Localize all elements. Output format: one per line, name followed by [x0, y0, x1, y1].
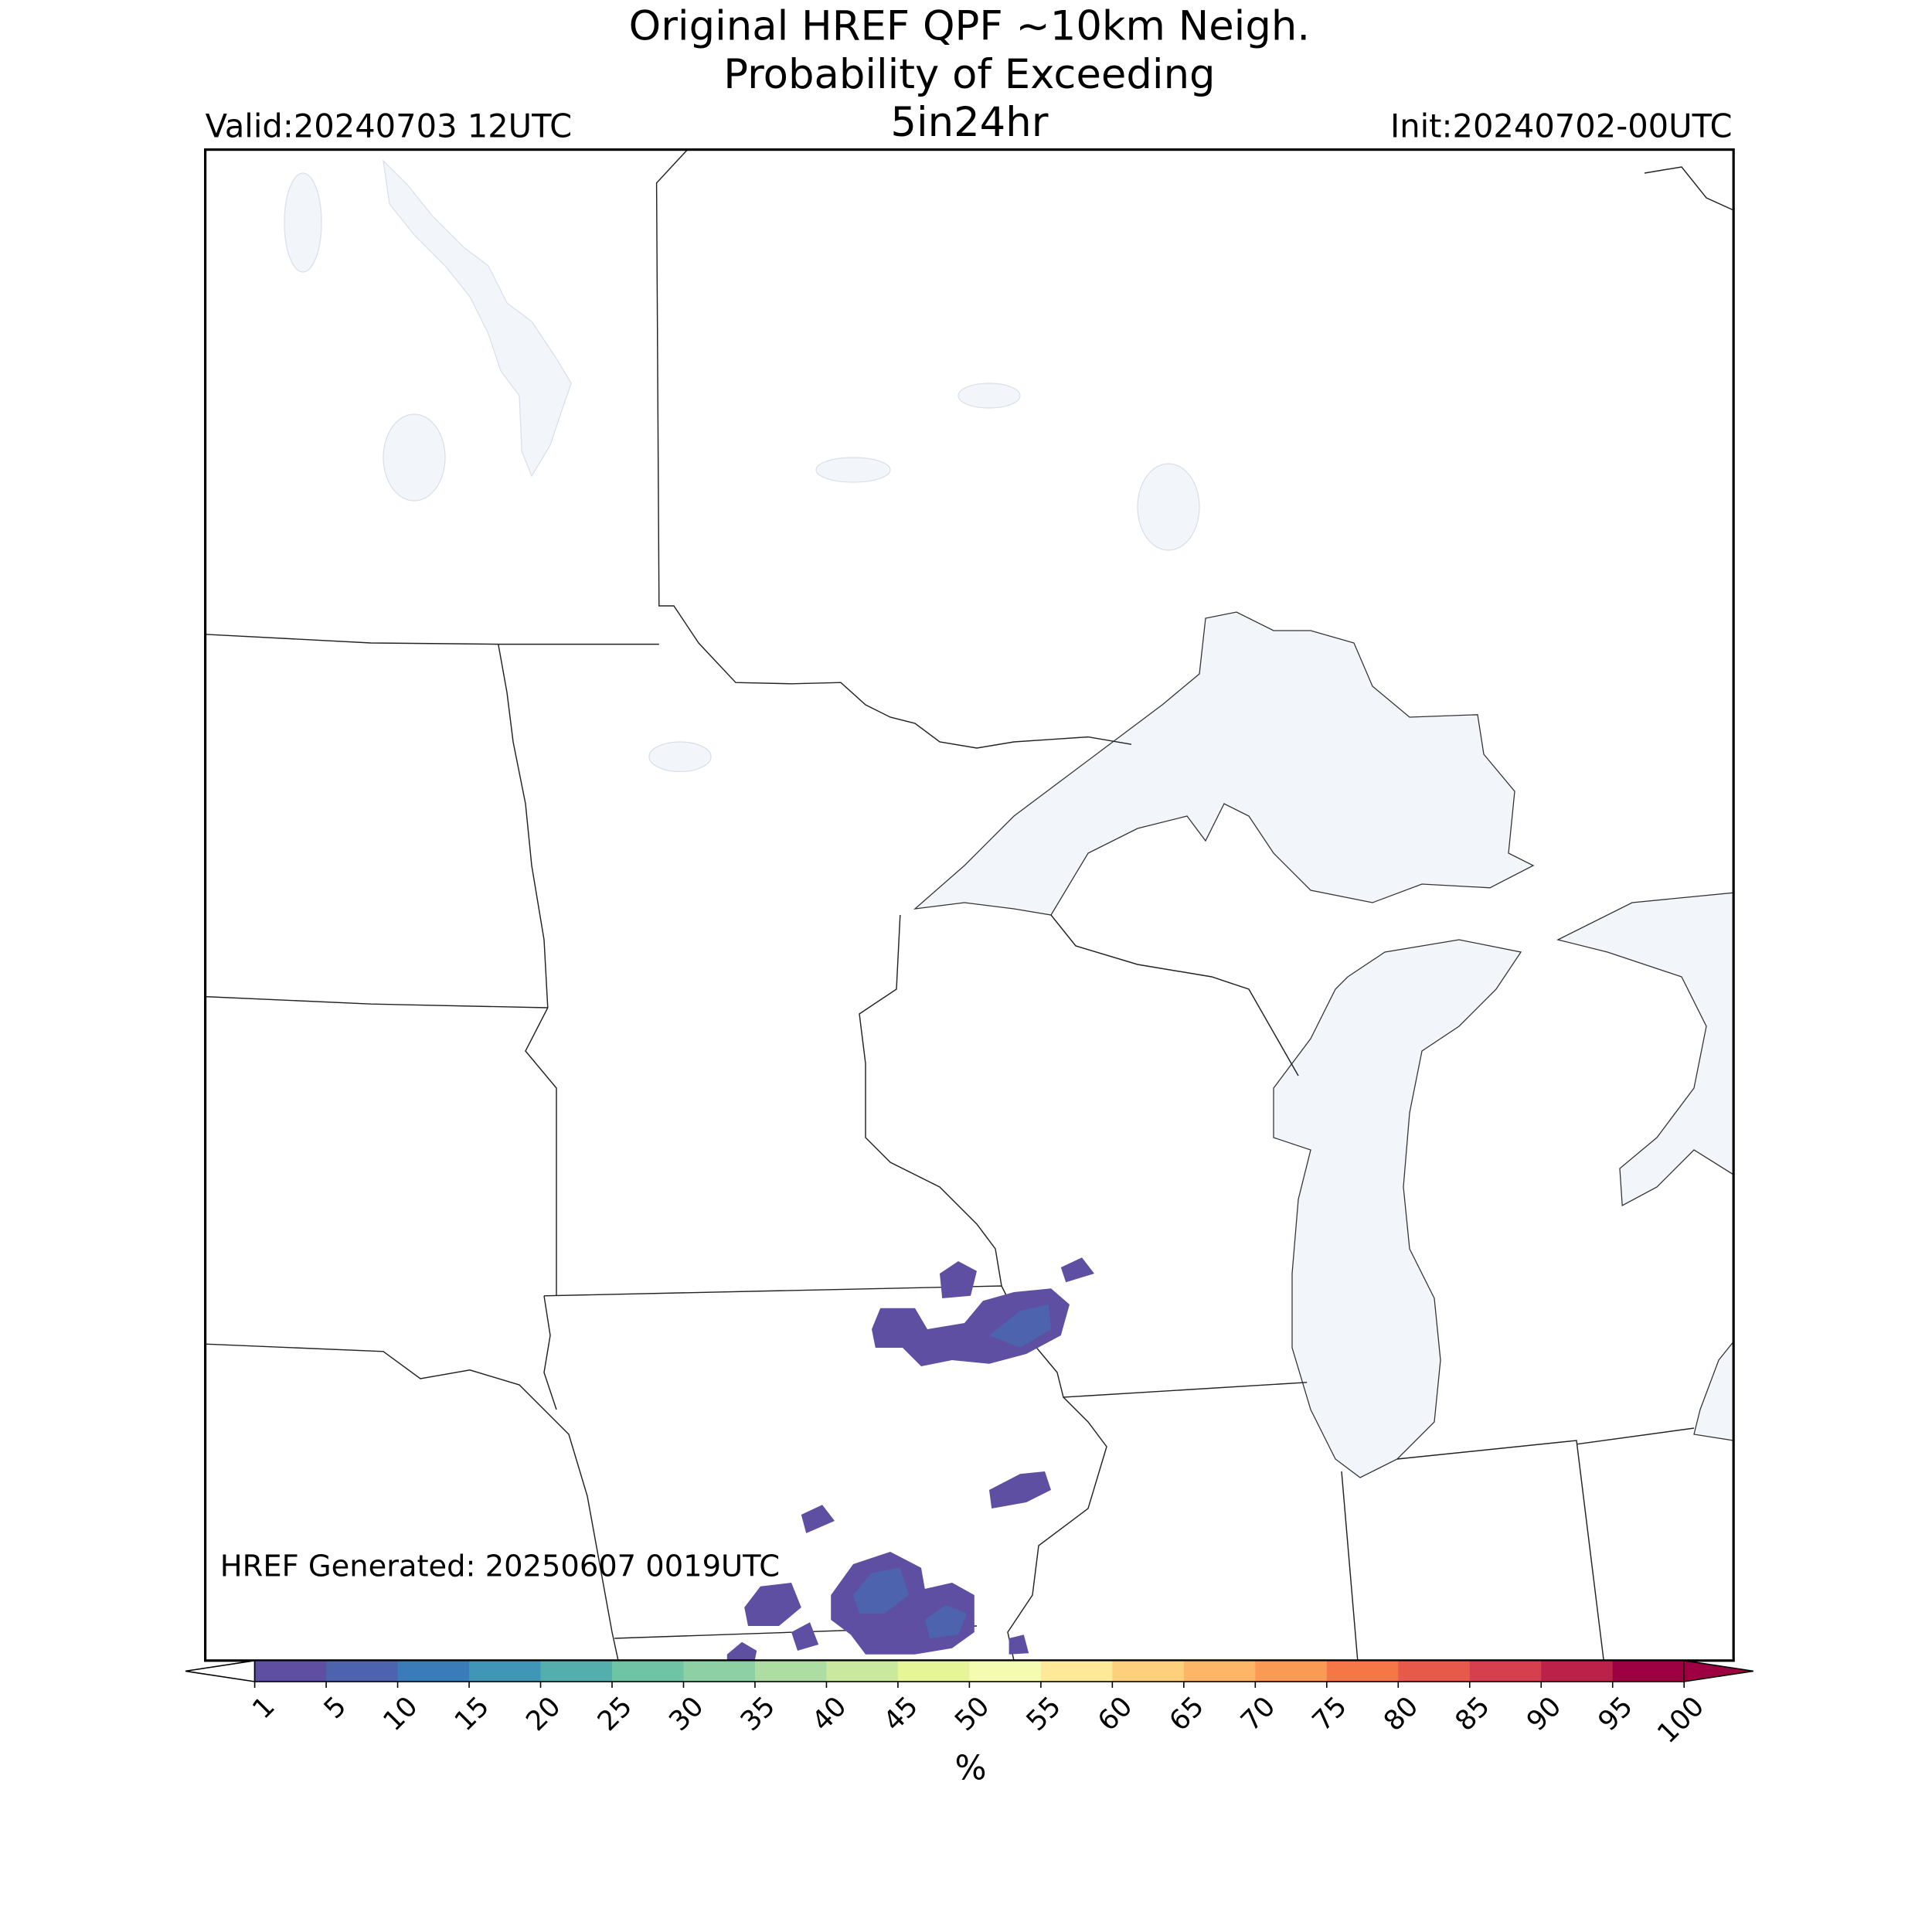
border [1341, 1471, 1359, 1661]
title-line: Original HREF QPF ~10km Neigh. [629, 2, 1310, 49]
lake [383, 413, 446, 502]
colorbar-segment [1255, 1660, 1328, 1682]
colorbar-segment [1612, 1660, 1685, 1682]
colorbar-segment [540, 1660, 613, 1682]
lake-huron [1556, 892, 1734, 1207]
colorbar-segment [469, 1660, 542, 1682]
map-area [205, 149, 1734, 1661]
colorbar-segment [683, 1660, 756, 1682]
border [205, 634, 659, 645]
colorbar-segment [326, 1660, 399, 1682]
colorbar-label: % [954, 1750, 986, 1788]
lake [383, 159, 572, 478]
colorbar-segment [1040, 1660, 1114, 1682]
init-time: Init:20240702-00UTC [1390, 107, 1733, 145]
border [543, 1295, 557, 1410]
border [205, 1343, 619, 1661]
probability-area [924, 1604, 968, 1638]
lake [1137, 463, 1200, 551]
colorbar-segment [1541, 1660, 1614, 1682]
probability-area [726, 1641, 757, 1661]
probability-area [1009, 1634, 1029, 1655]
valid-time: Valid:20240703 12UTC [206, 107, 573, 145]
border [655, 149, 1132, 749]
colorbar-segment [1183, 1660, 1257, 1682]
colorbar-segment [826, 1660, 899, 1682]
border [1396, 1440, 1604, 1661]
lake-superior [913, 611, 1535, 916]
probability-area [744, 1583, 801, 1626]
colorbar-segment [1326, 1660, 1400, 1682]
probability-area [801, 1505, 835, 1533]
probability-area [1060, 1257, 1094, 1283]
colorbar-segment [754, 1660, 828, 1682]
lake-michigan [1273, 939, 1522, 1478]
probability-area [853, 1567, 909, 1614]
colorbar-segment [254, 1660, 327, 1682]
colorbar-segment [897, 1660, 971, 1682]
colorbar-segment [1469, 1660, 1543, 1682]
colorbar-segment [1112, 1660, 1185, 1682]
colorbar-segment [397, 1660, 470, 1682]
title-line: 5in24hr [890, 99, 1048, 146]
lake [648, 741, 712, 773]
probability-area [940, 1261, 977, 1298]
lake-erie [1693, 1340, 1734, 1441]
probability-area [791, 1622, 819, 1651]
lake [815, 457, 891, 483]
lake [957, 383, 1021, 409]
colorbar-segment [969, 1660, 1042, 1682]
probability-area [989, 1471, 1051, 1509]
border [1644, 166, 1734, 211]
title-line: Probability of Exceeding [723, 51, 1215, 98]
border [498, 644, 557, 1296]
border [1050, 914, 1299, 1077]
probability-area [989, 1304, 1051, 1348]
border [859, 914, 1002, 1287]
border [205, 995, 548, 1009]
lake [284, 172, 322, 273]
colorbar-segment [612, 1660, 685, 1682]
generated-time: HREF Generated: 20250607 0019UTC [220, 1549, 780, 1583]
border [1576, 1427, 1695, 1445]
colorbar-segment [1398, 1660, 1471, 1682]
border [1007, 1396, 1107, 1661]
